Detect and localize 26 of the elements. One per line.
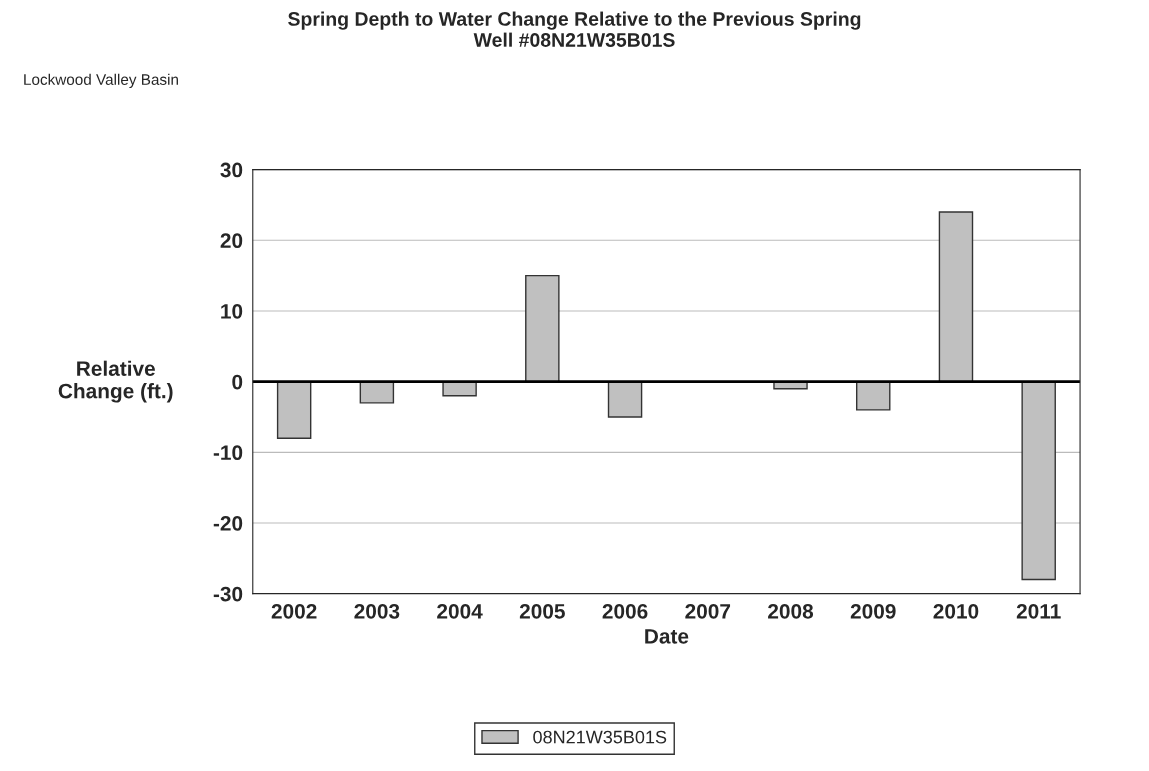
x-tick-label: 2005 <box>519 603 565 619</box>
x-tick-label: 2004 <box>437 603 483 619</box>
bar <box>359 380 395 404</box>
x-tick-label: 2010 <box>933 603 979 619</box>
y-tick-label: 30 <box>220 162 243 178</box>
y-tick-label: 0 <box>232 374 243 390</box>
y-axis-title: Relative Change (ft.) <box>58 360 173 403</box>
y-tick-label: -20 <box>213 516 243 531</box>
x-tick-label: 2008 <box>768 603 814 619</box>
chart-title: Spring Depth to Water Change Relative to the Previous Spring Well #08N21W35B01S <box>288 11 861 47</box>
legend-label: 08N21W35B01S <box>533 730 667 744</box>
bar <box>276 380 312 439</box>
x-tick-label: 2003 <box>354 603 400 619</box>
x-axis-title: Date <box>645 629 689 644</box>
y-tick-label: 20 <box>220 233 243 249</box>
bar <box>855 380 891 411</box>
y-tick-label: -10 <box>213 445 243 461</box>
x-tick-label: 2011 <box>1016 603 1061 619</box>
y-tick-label: -30 <box>213 586 243 602</box>
y-tick-label: 10 <box>221 303 243 319</box>
x-tick-label: 2009 <box>850 603 896 619</box>
text: Lockwood Valley Basin <box>24 73 178 88</box>
x-tick-label: 2002 <box>271 603 317 619</box>
x-tick-label: 2007 <box>685 603 731 619</box>
bar <box>607 380 643 418</box>
x-tick-label: 2006 <box>602 603 648 619</box>
